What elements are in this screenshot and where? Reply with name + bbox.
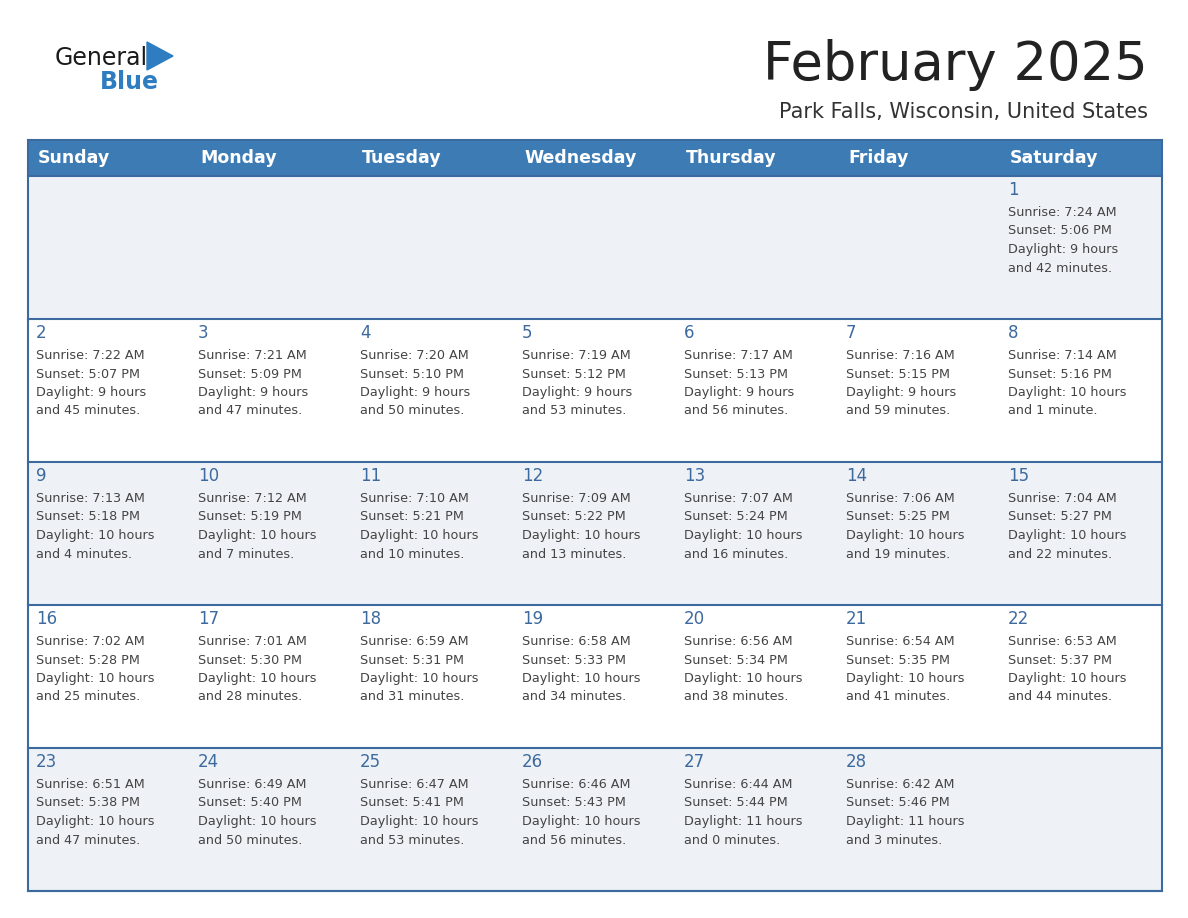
- Text: Sunrise: 7:16 AM
Sunset: 5:15 PM
Daylight: 9 hours
and 59 minutes.: Sunrise: 7:16 AM Sunset: 5:15 PM Dayligh…: [846, 349, 956, 418]
- Text: Sunrise: 7:09 AM
Sunset: 5:22 PM
Daylight: 10 hours
and 13 minutes.: Sunrise: 7:09 AM Sunset: 5:22 PM Dayligh…: [522, 492, 640, 561]
- Text: 22: 22: [1007, 610, 1029, 628]
- Text: Sunrise: 7:14 AM
Sunset: 5:16 PM
Daylight: 10 hours
and 1 minute.: Sunrise: 7:14 AM Sunset: 5:16 PM Dayligh…: [1007, 349, 1126, 418]
- Text: Sunday: Sunday: [38, 149, 110, 167]
- Text: 27: 27: [684, 753, 706, 771]
- Text: General: General: [55, 46, 148, 70]
- Text: Sunrise: 7:01 AM
Sunset: 5:30 PM
Daylight: 10 hours
and 28 minutes.: Sunrise: 7:01 AM Sunset: 5:30 PM Dayligh…: [198, 635, 316, 703]
- Text: Sunrise: 7:06 AM
Sunset: 5:25 PM
Daylight: 10 hours
and 19 minutes.: Sunrise: 7:06 AM Sunset: 5:25 PM Dayligh…: [846, 492, 965, 561]
- Text: 4: 4: [360, 324, 371, 342]
- Text: Sunrise: 6:59 AM
Sunset: 5:31 PM
Daylight: 10 hours
and 31 minutes.: Sunrise: 6:59 AM Sunset: 5:31 PM Dayligh…: [360, 635, 479, 703]
- Text: Wednesday: Wednesday: [524, 149, 637, 167]
- Text: Friday: Friday: [848, 149, 909, 167]
- Bar: [29, 605, 1162, 748]
- Text: 7: 7: [846, 324, 857, 342]
- Text: 2: 2: [36, 324, 46, 342]
- Text: Sunrise: 6:58 AM
Sunset: 5:33 PM
Daylight: 10 hours
and 34 minutes.: Sunrise: 6:58 AM Sunset: 5:33 PM Dayligh…: [522, 635, 640, 703]
- Bar: [29, 748, 1162, 891]
- Text: Sunrise: 7:20 AM
Sunset: 5:10 PM
Daylight: 9 hours
and 50 minutes.: Sunrise: 7:20 AM Sunset: 5:10 PM Dayligh…: [360, 349, 470, 418]
- Text: 8: 8: [1007, 324, 1018, 342]
- Text: Park Falls, Wisconsin, United States: Park Falls, Wisconsin, United States: [779, 102, 1148, 122]
- Text: Sunrise: 6:49 AM
Sunset: 5:40 PM
Daylight: 10 hours
and 50 minutes.: Sunrise: 6:49 AM Sunset: 5:40 PM Dayligh…: [198, 778, 316, 846]
- Text: Sunrise: 7:04 AM
Sunset: 5:27 PM
Daylight: 10 hours
and 22 minutes.: Sunrise: 7:04 AM Sunset: 5:27 PM Dayligh…: [1007, 492, 1126, 561]
- Text: Sunrise: 7:24 AM
Sunset: 5:06 PM
Daylight: 9 hours
and 42 minutes.: Sunrise: 7:24 AM Sunset: 5:06 PM Dayligh…: [1007, 206, 1118, 274]
- Text: Sunrise: 6:44 AM
Sunset: 5:44 PM
Daylight: 11 hours
and 0 minutes.: Sunrise: 6:44 AM Sunset: 5:44 PM Dayligh…: [684, 778, 803, 846]
- Bar: [29, 319, 1162, 462]
- Text: 10: 10: [198, 467, 219, 485]
- Text: 25: 25: [360, 753, 381, 771]
- Text: 19: 19: [522, 610, 543, 628]
- Text: Sunrise: 6:47 AM
Sunset: 5:41 PM
Daylight: 10 hours
and 53 minutes.: Sunrise: 6:47 AM Sunset: 5:41 PM Dayligh…: [360, 778, 479, 846]
- Text: 5: 5: [522, 324, 532, 342]
- Text: 23: 23: [36, 753, 57, 771]
- Text: 15: 15: [1007, 467, 1029, 485]
- Text: 26: 26: [522, 753, 543, 771]
- Bar: [29, 140, 1162, 891]
- Text: Sunrise: 6:56 AM
Sunset: 5:34 PM
Daylight: 10 hours
and 38 minutes.: Sunrise: 6:56 AM Sunset: 5:34 PM Dayligh…: [684, 635, 803, 703]
- Text: Saturday: Saturday: [1010, 149, 1099, 167]
- Text: 20: 20: [684, 610, 706, 628]
- Text: Sunrise: 7:13 AM
Sunset: 5:18 PM
Daylight: 10 hours
and 4 minutes.: Sunrise: 7:13 AM Sunset: 5:18 PM Dayligh…: [36, 492, 154, 561]
- Text: Thursday: Thursday: [685, 149, 777, 167]
- Polygon shape: [147, 42, 173, 70]
- Text: Sunrise: 6:53 AM
Sunset: 5:37 PM
Daylight: 10 hours
and 44 minutes.: Sunrise: 6:53 AM Sunset: 5:37 PM Dayligh…: [1007, 635, 1126, 703]
- Text: Sunrise: 6:46 AM
Sunset: 5:43 PM
Daylight: 10 hours
and 56 minutes.: Sunrise: 6:46 AM Sunset: 5:43 PM Dayligh…: [522, 778, 640, 846]
- Text: Blue: Blue: [100, 70, 159, 94]
- Text: 3: 3: [198, 324, 209, 342]
- Text: 21: 21: [846, 610, 867, 628]
- Text: 9: 9: [36, 467, 46, 485]
- Text: Sunrise: 7:07 AM
Sunset: 5:24 PM
Daylight: 10 hours
and 16 minutes.: Sunrise: 7:07 AM Sunset: 5:24 PM Dayligh…: [684, 492, 803, 561]
- Bar: [29, 176, 1162, 319]
- Text: 17: 17: [198, 610, 219, 628]
- Text: Sunrise: 7:22 AM
Sunset: 5:07 PM
Daylight: 9 hours
and 45 minutes.: Sunrise: 7:22 AM Sunset: 5:07 PM Dayligh…: [36, 349, 146, 418]
- Text: 24: 24: [198, 753, 219, 771]
- Text: Sunrise: 6:42 AM
Sunset: 5:46 PM
Daylight: 11 hours
and 3 minutes.: Sunrise: 6:42 AM Sunset: 5:46 PM Dayligh…: [846, 778, 965, 846]
- Text: 14: 14: [846, 467, 867, 485]
- Text: Sunrise: 7:17 AM
Sunset: 5:13 PM
Daylight: 9 hours
and 56 minutes.: Sunrise: 7:17 AM Sunset: 5:13 PM Dayligh…: [684, 349, 795, 418]
- Text: 13: 13: [684, 467, 706, 485]
- Text: Tuesday: Tuesday: [362, 149, 442, 167]
- Text: Sunrise: 6:51 AM
Sunset: 5:38 PM
Daylight: 10 hours
and 47 minutes.: Sunrise: 6:51 AM Sunset: 5:38 PM Dayligh…: [36, 778, 154, 846]
- Text: 11: 11: [360, 467, 381, 485]
- Text: Sunrise: 7:02 AM
Sunset: 5:28 PM
Daylight: 10 hours
and 25 minutes.: Sunrise: 7:02 AM Sunset: 5:28 PM Dayligh…: [36, 635, 154, 703]
- Text: 1: 1: [1007, 181, 1018, 199]
- Text: 16: 16: [36, 610, 57, 628]
- Bar: [29, 462, 1162, 605]
- Text: 28: 28: [846, 753, 867, 771]
- Text: 18: 18: [360, 610, 381, 628]
- Text: Sunrise: 7:12 AM
Sunset: 5:19 PM
Daylight: 10 hours
and 7 minutes.: Sunrise: 7:12 AM Sunset: 5:19 PM Dayligh…: [198, 492, 316, 561]
- Text: February 2025: February 2025: [763, 39, 1148, 91]
- Text: Sunrise: 7:21 AM
Sunset: 5:09 PM
Daylight: 9 hours
and 47 minutes.: Sunrise: 7:21 AM Sunset: 5:09 PM Dayligh…: [198, 349, 308, 418]
- Text: Sunrise: 7:19 AM
Sunset: 5:12 PM
Daylight: 9 hours
and 53 minutes.: Sunrise: 7:19 AM Sunset: 5:12 PM Dayligh…: [522, 349, 632, 418]
- Text: Sunrise: 6:54 AM
Sunset: 5:35 PM
Daylight: 10 hours
and 41 minutes.: Sunrise: 6:54 AM Sunset: 5:35 PM Dayligh…: [846, 635, 965, 703]
- Bar: [29, 140, 1162, 176]
- Text: Sunrise: 7:10 AM
Sunset: 5:21 PM
Daylight: 10 hours
and 10 minutes.: Sunrise: 7:10 AM Sunset: 5:21 PM Dayligh…: [360, 492, 479, 561]
- Text: 6: 6: [684, 324, 695, 342]
- Text: Monday: Monday: [200, 149, 277, 167]
- Text: 12: 12: [522, 467, 543, 485]
